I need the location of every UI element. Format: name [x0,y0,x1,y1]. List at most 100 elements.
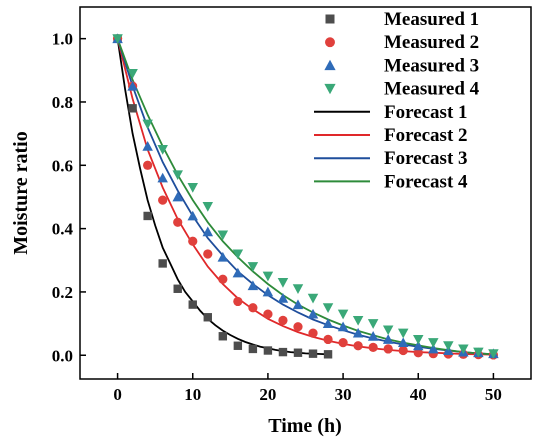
point-measured-2 [218,274,228,284]
y-axis-title: Moisture ratio [10,131,32,255]
x-tick-label: 10 [184,385,201,404]
point-measured-4 [262,271,274,282]
point-measured-1 [218,332,228,341]
point-measured-1 [293,348,303,357]
point-measured-1 [143,211,152,221]
point-measured-3 [428,343,439,354]
point-measured-4 [247,262,259,272]
point-measured-3 [382,334,394,344]
point-measured-4 [413,334,424,345]
point-measured-4 [443,341,454,352]
point-measured-4 [292,284,304,295]
point-measured-2 [293,322,303,332]
legend-marker-measured-4 [324,83,336,95]
point-measured-2 [173,217,183,227]
point-measured-2 [233,296,243,307]
point-measured-3 [172,191,183,202]
point-measured-1 [248,344,258,354]
point-measured-4 [488,349,499,359]
legend-label-measured-1: Measured 1 [384,9,479,30]
x-tick-label: 0 [113,385,122,404]
point-measured-4 [458,344,469,355]
point-measured-2 [158,195,168,205]
point-measured-2 [398,345,408,356]
point-measured-4 [217,230,229,241]
point-measured-4 [202,201,214,212]
point-measured-2 [338,337,348,348]
point-measured-3 [367,331,379,341]
point-measured-3 [352,327,364,338]
legend-label-measured-3: Measured 3 [384,55,479,76]
point-measured-3 [127,80,138,91]
point-measured-3 [322,318,334,329]
point-measured-2 [278,315,288,326]
point-measured-3 [413,340,424,351]
legend-label-forecast-4: Forecast 4 [384,171,468,192]
point-measured-2 [308,328,318,338]
point-measured-4 [397,328,409,339]
point-measured-3 [232,267,244,278]
point-measured-3 [307,308,319,319]
y-tick-label: 0.8 [52,93,73,112]
point-measured-4 [307,293,319,304]
axis-ticks: 0 10 20 30 40 50 0.0 0.2 0.4 0.6 0.8 1.0 [52,30,502,404]
point-measured-2 [263,309,273,319]
point-measured-3 [247,280,259,291]
legend-label-forecast-1: Forecast 1 [384,102,468,123]
y-tick-label: 0.4 [52,220,74,239]
legend-label-measured-2: Measured 2 [384,32,479,53]
line-forecast-4 [116,38,494,356]
point-measured-1 [278,347,288,357]
point-measured-1 [323,350,333,359]
legend-label-forecast-3: Forecast 3 [384,148,468,169]
point-measured-3 [397,337,409,348]
point-measured-1 [203,313,212,322]
point-measured-1 [128,104,137,113]
legend-marker-measured-1 [325,14,335,24]
point-measured-3 [337,321,349,332]
line-forecast-1 [116,38,329,356]
point-measured-4 [352,315,364,326]
x-tick-label: 40 [410,385,427,404]
x-tick-label: 20 [259,385,276,404]
x-tick-label: 30 [335,385,352,404]
point-measured-1 [308,349,318,358]
point-measured-2 [353,341,363,351]
point-measured-3 [187,210,198,221]
point-measured-4 [142,119,153,130]
point-measured-3 [202,226,214,237]
point-measured-4 [428,338,439,348]
point-measured-4 [367,319,379,329]
point-measured-4 [112,34,123,44]
measured-markers [112,33,499,360]
point-measured-4 [232,249,244,260]
point-measured-3 [157,172,168,183]
point-measured-4 [172,170,183,181]
point-measured-2 [188,236,198,246]
point-measured-2 [248,303,258,313]
point-measured-3 [217,251,229,262]
point-measured-4 [157,145,168,155]
point-measured-4 [337,309,349,320]
legend-label-measured-4: Measured 4 [384,79,480,100]
y-tick-label: 1.0 [52,30,73,49]
x-tick-label: 50 [485,385,502,404]
point-measured-1 [158,259,167,268]
legend-label-forecast-2: Forecast 2 [384,125,468,146]
point-measured-4 [382,325,394,336]
point-measured-4 [187,182,198,193]
y-tick-label: 0.0 [52,346,73,365]
plot-frame [79,6,532,380]
point-measured-2 [143,160,153,170]
point-measured-2 [383,344,393,354]
point-measured-2 [368,342,378,352]
point-measured-2 [203,249,213,259]
point-measured-4 [322,303,334,314]
y-tick-label: 0.2 [52,283,73,302]
point-measured-3 [142,141,153,151]
point-measured-2 [323,334,333,345]
point-measured-3 [292,299,304,310]
point-measured-1 [263,346,273,355]
